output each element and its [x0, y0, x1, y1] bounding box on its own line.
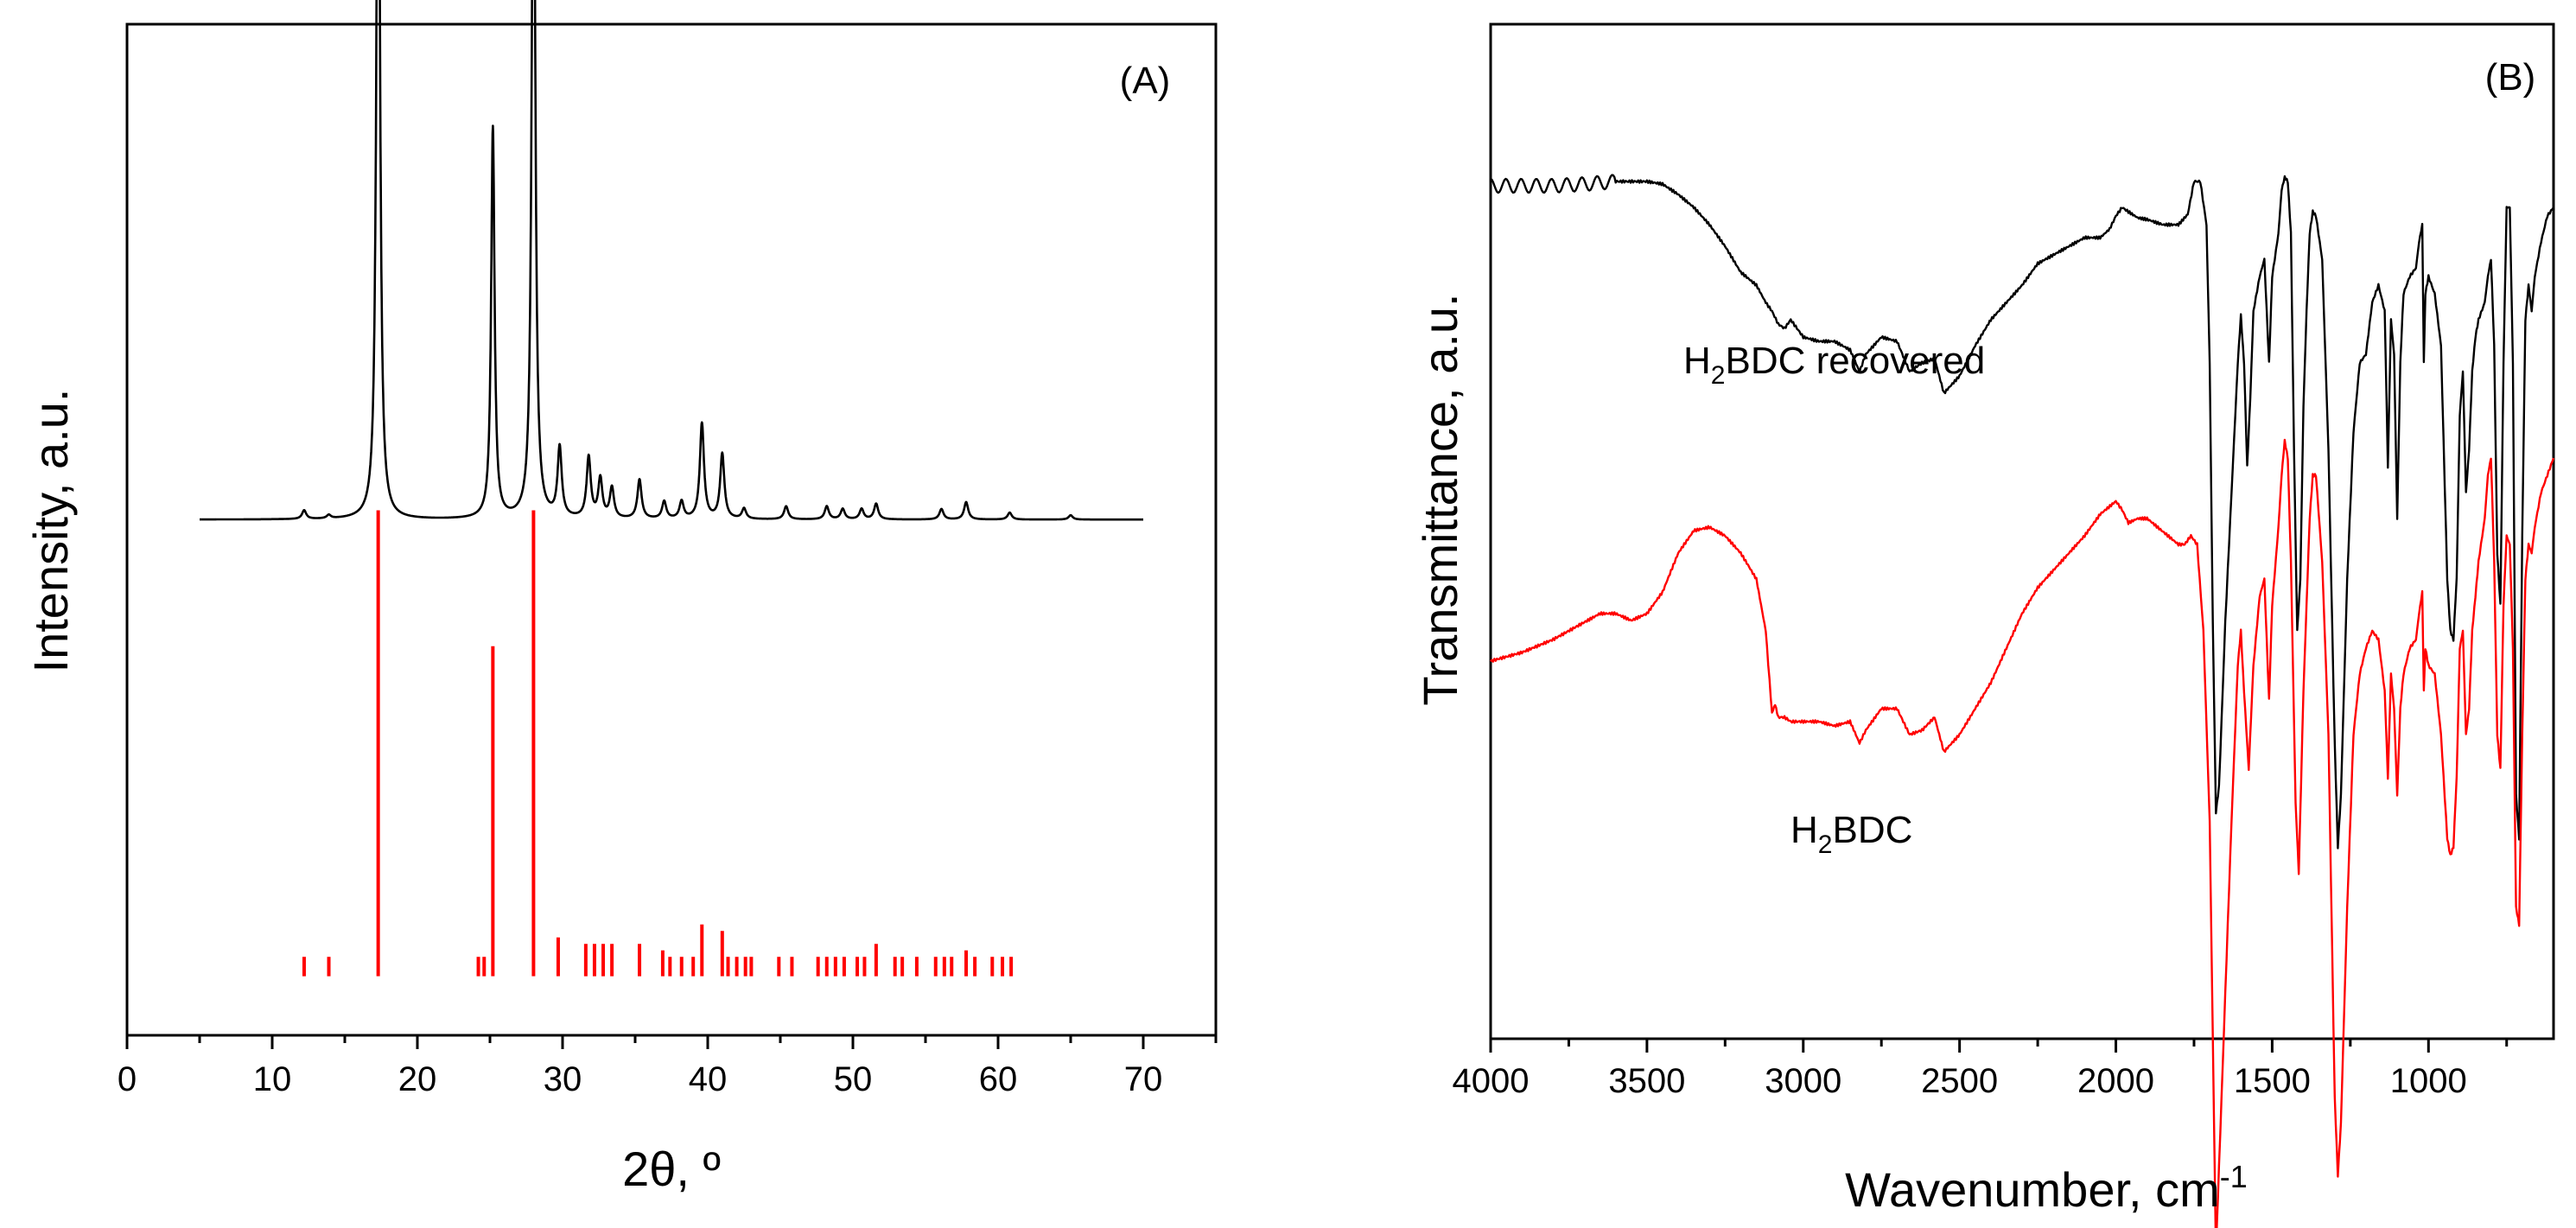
panel-b-series-h2bdc	[1490, 438, 2555, 1228]
panel-a-frame	[125, 22, 1218, 1037]
panel-b-x-tick-label: 2000	[2077, 1062, 2154, 1100]
panel-a-x-axis-label: 2θ, º	[622, 1142, 721, 1196]
panel-b-x-axis-label-superscript: -1	[2220, 1159, 2248, 1194]
panel-a-x-tick-label: 0	[118, 1060, 137, 1098]
panel-a-series-xrd-pattern	[199, 0, 1144, 521]
panel-a-y-axis-label: Intensity, a.u.	[23, 389, 78, 673]
panel-a-x-tick-label: 30	[544, 1060, 582, 1098]
panel-a: 0 10 20 30 40 50 60 70 (A) 2θ, º Intensity, a.u…	[23, 0, 1218, 1196]
panel-a-x-tick-label: 40	[689, 1060, 728, 1098]
panel-b-x-tick-label: 4000	[1453, 1062, 1530, 1100]
panel-b-label: (B)	[2485, 56, 2536, 99]
panel-a-x-tick-label: 60	[979, 1060, 1018, 1098]
panel-a-x-ticks: 0 10 20 30 40 50 60 70	[118, 1035, 1218, 1098]
panel-b-x-tick-label: 3500	[1608, 1062, 1685, 1100]
panel-b-series-h2bdc-recovered	[1490, 174, 2555, 849]
panel-a-label: (A)	[1120, 60, 1171, 102]
panel-a-x-tick-label: 50	[834, 1060, 873, 1098]
panel-b: 4000 3500 3000 2500 2000 1500 1000 (B) Wavenum…	[1413, 22, 2555, 1228]
panel-b-plot-area	[1490, 174, 2555, 1228]
panel-b-x-axis-label: Wavenumber, cm-1	[1845, 1159, 2248, 1217]
panel-b-x-ticks: 4000 3500 3000 2500 2000 1500 1000	[1453, 1039, 2509, 1100]
panel-b-x-tick-label: 2500	[1921, 1062, 1998, 1100]
panel-a-series-reference-sticks	[302, 510, 1014, 977]
panel-b-x-tick-label: 1500	[2234, 1062, 2311, 1100]
panel-b-y-axis-label: Transmittance, a.u.	[1413, 293, 1467, 705]
panel-b-frame	[1489, 22, 2555, 1040]
panel-a-x-tick-label: 10	[253, 1060, 292, 1098]
panel-b-x-axis-label-text: Wavenumber, cm	[1845, 1162, 2220, 1217]
series-label-h2bdc: H2BDC	[1790, 809, 1912, 859]
panel-b-x-tick-label: 1000	[2390, 1062, 2467, 1100]
panel-a-x-tick-label: 70	[1124, 1060, 1163, 1098]
series-label-h2bdc-recovered: H2BDC recovered	[1683, 340, 1985, 390]
panel-a-plot-area	[199, 0, 1144, 977]
panel-b-x-tick-label: 3000	[1765, 1062, 1841, 1100]
panel-a-x-tick-label: 20	[398, 1060, 437, 1098]
